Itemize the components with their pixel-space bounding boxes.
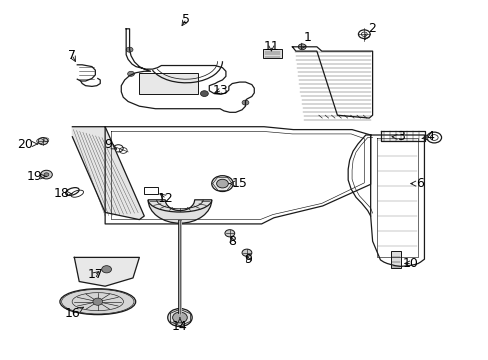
Circle shape: [200, 91, 208, 96]
Text: 4: 4: [421, 130, 433, 143]
Bar: [144, 187, 158, 194]
Bar: [390, 251, 400, 268]
Circle shape: [242, 249, 251, 256]
Text: 11: 11: [263, 40, 279, 53]
Polygon shape: [74, 257, 139, 286]
Circle shape: [41, 170, 52, 179]
Bar: [263, 49, 281, 58]
Circle shape: [216, 179, 228, 188]
Text: 2: 2: [364, 22, 375, 40]
Text: 13: 13: [213, 84, 228, 97]
Text: 16: 16: [64, 307, 83, 320]
Text: 6: 6: [410, 177, 424, 190]
Text: 14: 14: [172, 318, 187, 333]
Circle shape: [242, 100, 248, 105]
Text: 9: 9: [244, 253, 252, 266]
Circle shape: [172, 312, 187, 323]
Text: 12: 12: [157, 192, 173, 204]
Ellipse shape: [60, 289, 136, 315]
Circle shape: [102, 266, 111, 273]
Text: 3: 3: [391, 130, 404, 143]
Text: 9: 9: [104, 138, 117, 151]
Text: 20: 20: [18, 138, 38, 150]
Text: 1: 1: [301, 31, 311, 49]
Circle shape: [167, 309, 192, 327]
Text: 10: 10: [402, 257, 418, 270]
Circle shape: [127, 71, 134, 76]
Text: 5: 5: [182, 13, 189, 26]
Wedge shape: [148, 200, 211, 223]
Circle shape: [93, 298, 102, 305]
Text: 15: 15: [228, 177, 247, 190]
Circle shape: [211, 176, 233, 192]
Circle shape: [224, 230, 234, 237]
Text: 7: 7: [68, 49, 76, 62]
Circle shape: [298, 44, 305, 50]
Text: 17: 17: [87, 268, 103, 281]
Circle shape: [126, 47, 133, 52]
Circle shape: [44, 173, 49, 176]
Text: 18: 18: [53, 187, 72, 200]
Circle shape: [38, 138, 48, 145]
Polygon shape: [72, 127, 144, 220]
Text: 19: 19: [26, 170, 46, 183]
Bar: [139, 73, 198, 94]
Text: 8: 8: [228, 235, 236, 248]
